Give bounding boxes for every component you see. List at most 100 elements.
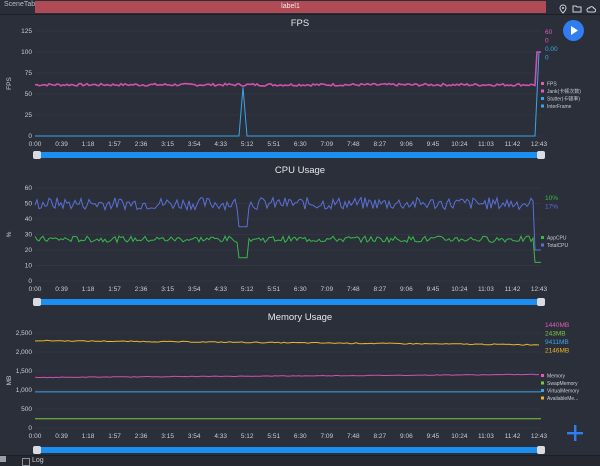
fps-range-start-handle[interactable] [33,151,41,159]
cpu-legend-swatch [541,236,544,239]
memory-value: 2146MB [545,348,569,355]
fps-y-label: FPS [6,77,13,90]
fps-x-tick: 1:57 [108,141,121,148]
fps-range-end-handle[interactable] [537,151,545,159]
cpu-x-tick: 9:45 [427,286,440,293]
memory-x-tick: 7:09 [320,433,333,440]
memory-legend-swatch [541,374,544,377]
memory-x-tick: 11:03 [478,433,494,440]
cpu-range-end-handle[interactable] [537,298,545,306]
memory-y-tick: 0 [28,425,32,432]
memory-x-tick: 5:51 [267,433,280,440]
fps-legend-label: InterFrame [547,104,572,110]
fps-legend-swatch [541,97,544,100]
scene-tab[interactable]: SceneTab [4,1,36,8]
play-button[interactable] [563,20,584,41]
fps-x-tick: 5:51 [267,141,280,148]
memory-value: 9411MB [545,339,569,346]
cpu-legend-label: TotalCPU [547,243,569,249]
cpu-y-tick: 40 [25,216,33,223]
memory-x-tick: 10:24 [451,433,468,440]
fps-series-interframe [35,51,540,137]
memory-range-slider[interactable] [33,446,545,454]
fps-value: 0.00 [545,46,558,53]
memory-y-tick: 1,500 [16,368,33,375]
memory-x-tick: 1:57 [108,433,121,440]
memory-range-end-handle[interactable] [537,446,545,454]
memory-x-tick: 9:06 [400,433,413,440]
memory-title: Memory Usage [267,312,333,323]
memory-y-tick: 2,000 [16,349,33,356]
cpu-x-tick: 8:27 [374,286,387,293]
memory-y-tick: 500 [21,406,32,413]
cloud-icon[interactable] [586,1,597,13]
memory-x-tick: 9:45 [427,433,440,440]
memory-x-tick: 7:48 [347,433,360,440]
memory-x-tick: 12:43 [531,433,548,440]
cpu-y-tick: 30 [25,232,33,239]
cpu-y-label: % [6,231,13,237]
cpu-range-slider[interactable] [33,298,545,306]
cpu-y-tick: 20 [25,247,33,254]
cpu-value: 17% [545,204,558,211]
cpu-x-tick: 5:51 [267,286,280,293]
memory-y-tick: 2,500 [16,330,33,337]
fps-x-tick: 0:39 [55,141,68,148]
bottom-bar: Log [0,455,600,466]
fps-title: FPS [290,18,310,29]
memory-y-label: MB [6,376,13,386]
cpu-y-tick: 10 [25,263,33,270]
cpu-x-tick: 4:33 [214,286,227,293]
memory-legend-label: VirtualMemory [547,389,580,395]
fps-legend-swatch [541,104,544,108]
memory-x-tick: 8:27 [374,433,387,440]
top-bar: SceneTab label1 [0,0,600,15]
cpu-x-tick: 6:30 [294,286,307,293]
fps-legend-swatch [541,89,544,93]
fps-legend-label: Jank(卡顿次数) [547,88,581,95]
location-icon[interactable] [558,1,568,14]
cpu-y-tick: 50 [25,201,33,208]
memory-y-tick: 1,000 [16,387,33,394]
folder-icon[interactable] [572,1,582,13]
cpu-x-tick: 7:09 [320,286,333,293]
fps-x-tick: 0:00 [29,141,42,148]
add-button[interactable] [566,424,584,442]
fps-x-tick: 11:42 [505,141,521,148]
fps-x-tick: 6:30 [294,141,307,148]
memory-range-start-handle[interactable] [33,446,41,454]
cpu-x-tick: 11:42 [505,286,521,293]
cpu-x-tick: 7:48 [347,286,360,293]
memory-x-tick: 4:33 [214,433,227,440]
fps-value: 60 [545,29,553,36]
cpu-y-tick: 60 [25,185,33,192]
memory-legend-label: SwapMemory [547,381,578,387]
fps-x-tick: 3:54 [188,141,201,148]
fps-x-tick: 2:36 [135,141,148,148]
label-tab[interactable]: label1 [35,1,546,13]
cpu-x-tick: 3:15 [161,286,174,293]
cpu-x-tick: 5:12 [241,286,254,293]
memory-x-tick: 6:30 [294,433,307,440]
fps-x-tick: 5:12 [241,141,254,148]
fps-range-slider[interactable] [33,151,545,159]
memory-x-tick: 0:00 [29,433,42,440]
fps-y-tick: 0 [28,133,32,140]
cpu-x-tick: 10:24 [451,286,468,293]
cpu-x-tick: 0:00 [29,286,42,293]
fps-x-tick: 3:15 [161,141,174,148]
fps-x-tick: 7:09 [320,141,333,148]
cpu-x-tick: 1:18 [82,286,95,293]
cpu-x-tick: 12:43 [531,286,548,293]
cpu-legend-label: AppCPU [547,236,567,242]
memory-legend-swatch [541,381,544,385]
memory-x-tick: 0:39 [55,433,68,440]
fps-y-tick: 75 [25,70,33,77]
cpu-range-start-handle[interactable] [33,298,41,306]
fps-x-tick: 9:06 [400,141,413,148]
memory-x-tick: 11:42 [505,433,521,440]
panel-toggle[interactable] [0,456,6,462]
fps-y-tick: 50 [25,91,33,98]
fps-legend-label: FPS [547,82,557,88]
